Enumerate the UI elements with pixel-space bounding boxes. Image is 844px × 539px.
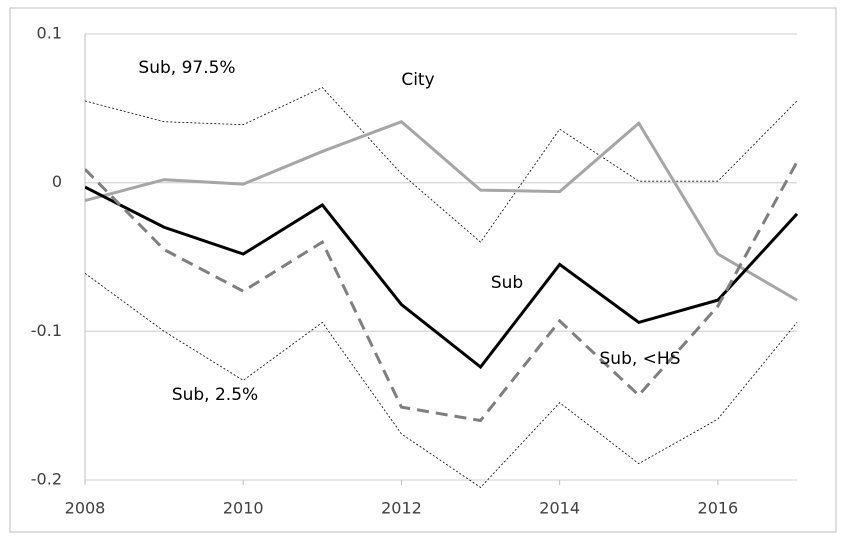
y-tick-label: -0.1 <box>31 321 62 340</box>
series-label: Sub <box>491 273 523 293</box>
x-tick-label: 2016 <box>698 499 739 518</box>
series-label: Sub, 97.5% <box>138 58 235 78</box>
x-tick-label: 2008 <box>65 499 106 518</box>
chart-frame <box>9 7 837 533</box>
series-label: Sub, <HS <box>600 349 681 369</box>
series-line <box>85 273 798 488</box>
series-line <box>85 161 799 423</box>
series-line <box>85 119 798 302</box>
series-label: Sub, 2.5% <box>172 385 258 405</box>
series-line <box>85 87 798 243</box>
x-tick-label: 2012 <box>381 499 422 518</box>
y-tick-label: 0 <box>52 172 62 191</box>
y-tick-label: -0.2 <box>31 470 62 489</box>
x-tick-label: 2010 <box>223 499 264 518</box>
series-label: City <box>401 70 434 90</box>
x-tick-label: 2014 <box>539 499 580 518</box>
plot-area <box>85 87 799 488</box>
series-line <box>85 185 799 370</box>
y-tick-label: 0.1 <box>37 24 62 43</box>
